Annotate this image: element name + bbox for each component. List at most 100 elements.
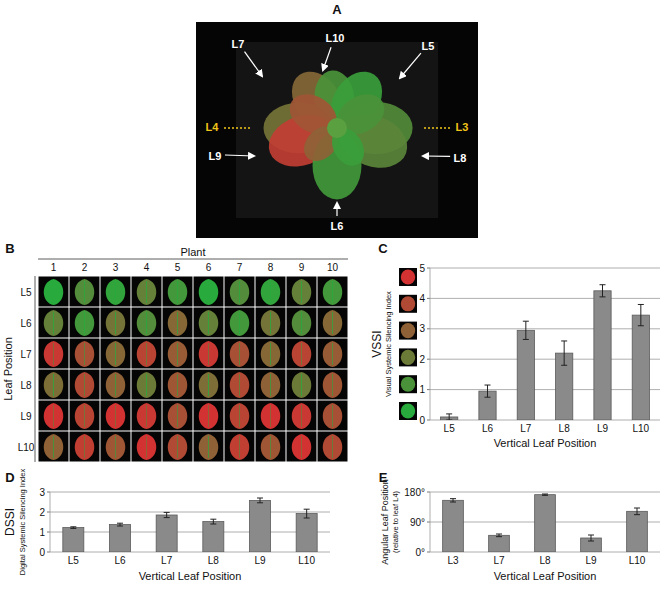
leaf-vein [270,374,271,396]
leaf [168,341,188,367]
leaf-photo [225,308,255,338]
error-bar [117,523,123,526]
column-label: 5 [175,262,181,273]
leaf [292,279,312,305]
error-bar [257,498,263,503]
error-stem [166,512,167,517]
leaf [75,341,95,367]
error-cap [70,526,76,527]
leaf-vein [146,405,147,427]
leaf-vein [301,343,302,365]
leaf-photo [256,339,286,369]
error-cap [485,385,491,386]
leaf [323,372,343,398]
leaf-photo [101,308,131,338]
leaf [199,341,219,367]
bar [203,522,224,552]
leaf-photo [132,339,162,369]
leaf-photo [39,401,69,431]
row-label: L9 [20,411,32,422]
leaf-vein [332,343,333,365]
tick-label: 0° [415,547,425,558]
grid-line [50,492,330,493]
y-axis-subtitle: Digital Systemic Silencing Index [18,469,27,576]
index-thumbnail [399,322,417,340]
leaf-vein [53,405,54,427]
error-cap [638,304,644,305]
leaf-photo [163,370,193,400]
leaf-vein [270,281,271,303]
panel-letter: B [5,241,14,256]
tick-label: 90° [410,517,425,528]
error-cap [496,534,502,535]
bar [296,514,317,552]
leaf-photo [194,401,224,431]
leaf-photo [318,277,348,307]
row-label: L6 [20,318,32,329]
leaf-label: L7 [232,38,245,50]
column-label: 9 [299,262,305,273]
error-cap [600,296,606,297]
leaf-photo [70,308,100,338]
leaf [323,279,343,305]
leaf [323,341,343,367]
row-title: Leaf Position [2,337,14,401]
leaf-vein [177,312,178,334]
error-stem [564,341,565,365]
tick-label: 2 [39,507,45,518]
leaf-vein [146,281,147,303]
leaf [137,434,157,460]
column-label: 8 [268,262,274,273]
grid-line [430,389,660,390]
leaf-photo [39,339,69,369]
leaf-vein [332,436,333,458]
index-thumbnail [399,402,417,420]
tick-mark [47,512,50,513]
leaf [261,341,281,367]
leaf-photo [287,277,317,307]
leaf-label: L6 [331,220,344,232]
error-stem [306,509,307,518]
leaf [261,310,281,336]
leaf-vein [146,312,147,334]
leaf-vein [84,312,85,334]
leaf-vein [177,436,178,458]
tick-mark [427,359,430,360]
category-label: L6 [482,423,494,434]
leaf-photo [39,370,69,400]
error-bar [164,512,170,517]
leaf-vein [239,343,240,365]
error-cap [446,413,452,414]
leaf-vein [115,405,116,427]
leaf-photo [256,277,286,307]
leaf-vein [208,343,209,365]
index-thumbnail [399,375,417,393]
leaf [168,372,188,398]
error-cap [304,518,310,519]
leaf [292,403,312,429]
leaf-vein [332,405,333,427]
index-thumbnail-leaf [401,323,415,338]
leaf-photo [101,401,131,431]
grid-line [50,512,330,513]
category-label: L9 [254,555,266,566]
leaf [323,403,343,429]
leaf-label: L3 [456,121,469,133]
leaf-vein [115,343,116,365]
leaf [75,372,95,398]
leaf-vein [301,312,302,334]
leaf [261,279,281,305]
bar [535,495,556,552]
column-label: 4 [144,262,150,273]
error-cap [257,502,263,503]
leaf-vein [177,405,178,427]
tick-mark [427,552,430,553]
bar [250,500,271,552]
error-cap [561,340,567,341]
column-title: Plant [180,246,205,258]
error-bar [450,499,456,502]
leaf-label: L5 [422,40,435,52]
leaf-vein [53,281,54,303]
leaf-vein [115,436,116,458]
leaf-vein [270,343,271,365]
